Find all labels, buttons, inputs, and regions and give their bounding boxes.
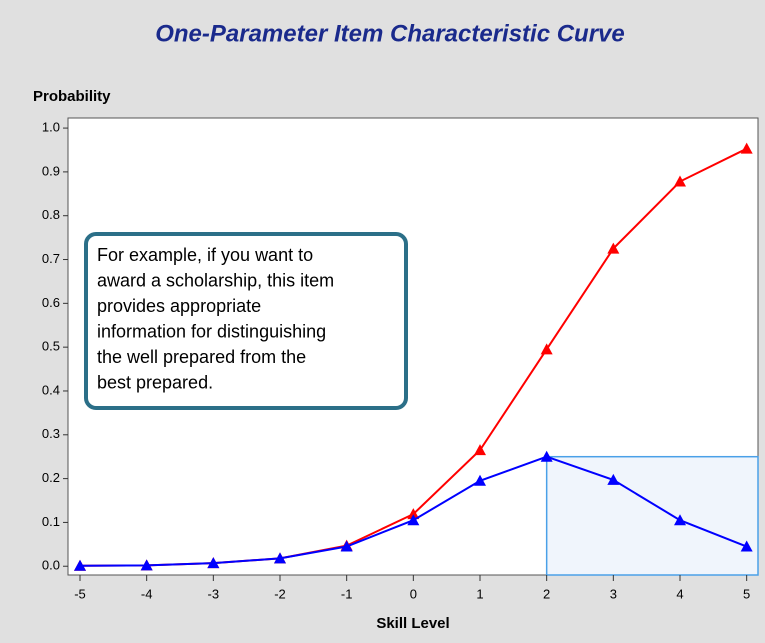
y-tick-label: 0.2 (42, 470, 60, 485)
y-tick-label: 0.4 (42, 382, 60, 397)
annotation-text: For example, if you want to (97, 245, 313, 265)
highlight-region (545, 455, 759, 576)
annotation-box (84, 232, 408, 410)
x-tick-label: 5 (743, 586, 750, 601)
marker (607, 242, 620, 254)
marker (740, 142, 753, 154)
y-tick-label: 0.5 (42, 339, 60, 354)
marker (274, 552, 286, 564)
annotation-text: the well prepared from the (97, 347, 306, 367)
annotation-text: provides appropriate (97, 296, 261, 316)
marker (674, 175, 686, 187)
marker (540, 343, 553, 355)
marker (74, 559, 86, 571)
marker (540, 450, 553, 462)
x-tick-label: -3 (208, 586, 220, 601)
marker (207, 557, 220, 569)
y-tick-label: 0.8 (42, 207, 60, 222)
annotation-text: information for distinguishing (97, 321, 326, 341)
marker (607, 473, 620, 485)
annotation-text: award a scholarship, this item (97, 270, 334, 290)
x-axis-label: Skill Level (376, 615, 449, 632)
y-tick-label: 0.0 (42, 558, 60, 573)
marker (140, 559, 153, 571)
marker (474, 444, 486, 456)
marker (407, 514, 420, 526)
marker (740, 540, 753, 552)
x-tick-label: 0 (410, 586, 417, 601)
y-tick-label: 0.9 (42, 163, 60, 178)
marker (674, 514, 686, 526)
x-tick-label: -5 (74, 586, 86, 601)
marker (340, 540, 353, 552)
y-tick-label: 0.3 (42, 426, 60, 441)
y-tick-label: 0.6 (42, 295, 60, 310)
x-tick-label: -2 (274, 586, 286, 601)
y-axis-label: Probability (33, 88, 111, 105)
marker (407, 508, 420, 520)
y-tick-label: 0.7 (42, 251, 60, 266)
x-tick-label: -4 (141, 586, 153, 601)
chart-title: One-Parameter Item Characteristic Curve (155, 20, 625, 47)
annotation-text: best prepared. (97, 372, 213, 392)
x-tick-label: -1 (341, 586, 353, 601)
x-tick-label: 3 (610, 586, 617, 601)
x-tick-label: 1 (476, 586, 483, 601)
y-tick-label: 0.1 (42, 514, 60, 529)
y-tick-label: 1.0 (42, 120, 60, 135)
x-tick-label: 4 (676, 586, 683, 601)
x-tick-label: 2 (543, 586, 550, 601)
marker (474, 474, 486, 486)
